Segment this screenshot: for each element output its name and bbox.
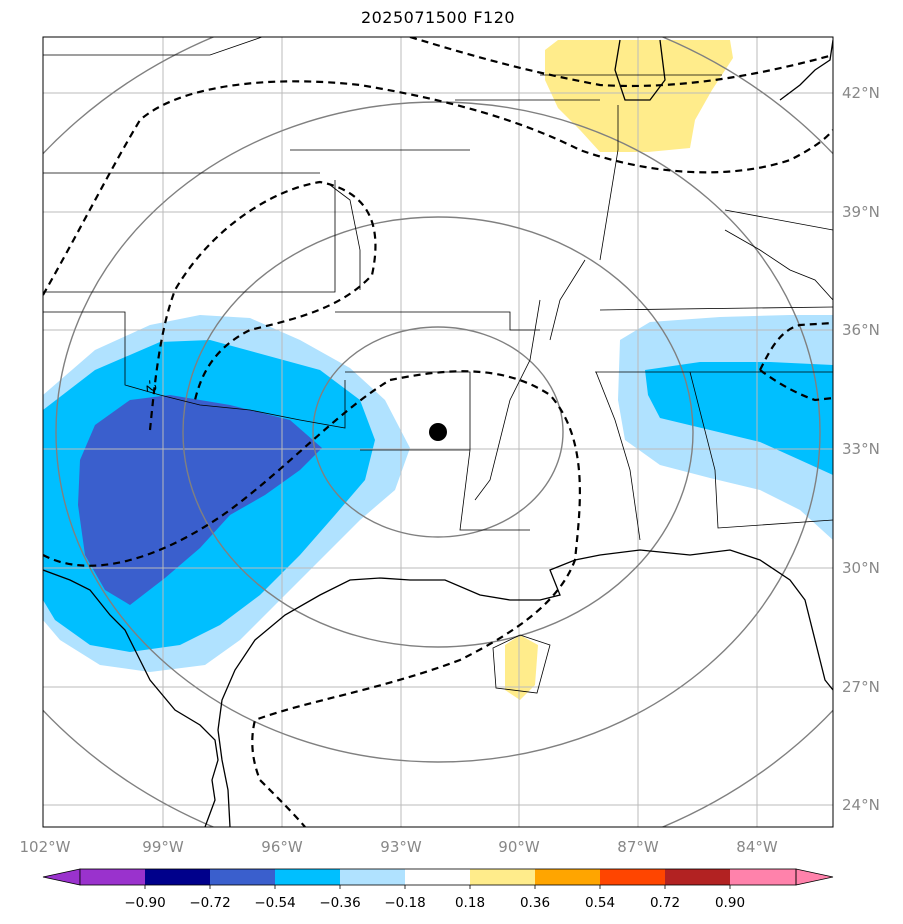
contour-south <box>43 370 581 827</box>
lon-label: 90°W <box>498 838 540 856</box>
colorbar: −0.90 −0.72 −0.54 −0.36 −0.18 0.18 0.36 … <box>42 868 834 911</box>
lat-tick-labels: 24°N 27°N 30°N 33°N 36°N 39°N 42°N <box>842 84 880 814</box>
colorbar-tick: −0.90 <box>124 895 165 911</box>
anomaly-yellow-north <box>545 40 733 152</box>
colorbar-tick: 0.54 <box>585 895 615 911</box>
colorbar-tick: −0.72 <box>189 895 230 911</box>
lat-label: 30°N <box>842 559 880 577</box>
lon-label: 99°W <box>142 838 184 856</box>
map-frame <box>42 36 834 828</box>
colorbar-tick: 0.18 <box>455 895 485 911</box>
colorbar-tick: 0.72 <box>650 895 680 911</box>
center-marker <box>429 423 447 441</box>
colorbar-bin <box>470 869 535 885</box>
colorbar-extend-high <box>795 868 834 886</box>
colorbar-tick: −0.36 <box>319 895 360 911</box>
coastlines <box>43 39 833 827</box>
colorbar-bin <box>275 869 340 885</box>
colorbar-bin <box>535 869 600 885</box>
colorbar-tick: 0.36 <box>520 895 550 911</box>
contour-plains <box>148 180 377 431</box>
shading-layer <box>43 40 833 700</box>
lat-label: 42°N <box>842 84 880 102</box>
graticule <box>43 37 833 827</box>
lon-label: 96°W <box>261 838 303 856</box>
dashed-contours <box>43 37 833 827</box>
lat-label: 24°N <box>842 796 880 814</box>
anomaly-dark-blue-west <box>78 395 322 605</box>
colorbar-extend-low <box>42 868 81 886</box>
colorbar-bin <box>600 869 665 885</box>
anomaly-blue-east <box>645 362 833 475</box>
lon-label: 93°W <box>380 838 422 856</box>
lon-label: 84°W <box>736 838 778 856</box>
colorbar-bin <box>340 869 405 885</box>
range-rings <box>43 37 833 827</box>
anomaly-yellow-gulf <box>505 635 538 700</box>
lat-label: 36°N <box>842 321 880 339</box>
contour-east <box>759 321 833 402</box>
lat-label: 33°N <box>842 440 880 458</box>
lon-label: 102°W <box>20 838 71 856</box>
contour-label: -2 <box>142 379 158 393</box>
contour-north <box>409 37 833 88</box>
colorbar-tick: 0.90 <box>715 895 745 911</box>
colorbar-tick: −0.18 <box>384 895 425 911</box>
colorbar-bin <box>210 869 275 885</box>
gulf-box <box>492 634 551 694</box>
colorbar-bin <box>665 869 730 885</box>
contour-northeast <box>43 80 833 296</box>
state-borders <box>43 37 833 541</box>
lat-label: 39°N <box>842 203 880 221</box>
colorbar-bin <box>730 869 796 885</box>
colorbar-bin <box>80 869 145 885</box>
colorbar-bin <box>405 869 470 885</box>
colorbar-tick: −0.54 <box>254 895 295 911</box>
lat-label: 27°N <box>842 678 880 696</box>
colorbar-bin <box>145 869 210 885</box>
lon-tick-labels: 102°W 99°W 96°W 93°W 90°W 87°W 84°W <box>20 838 778 856</box>
lon-label: 87°W <box>617 838 659 856</box>
map-title: 2025071500 F120 <box>360 8 516 27</box>
